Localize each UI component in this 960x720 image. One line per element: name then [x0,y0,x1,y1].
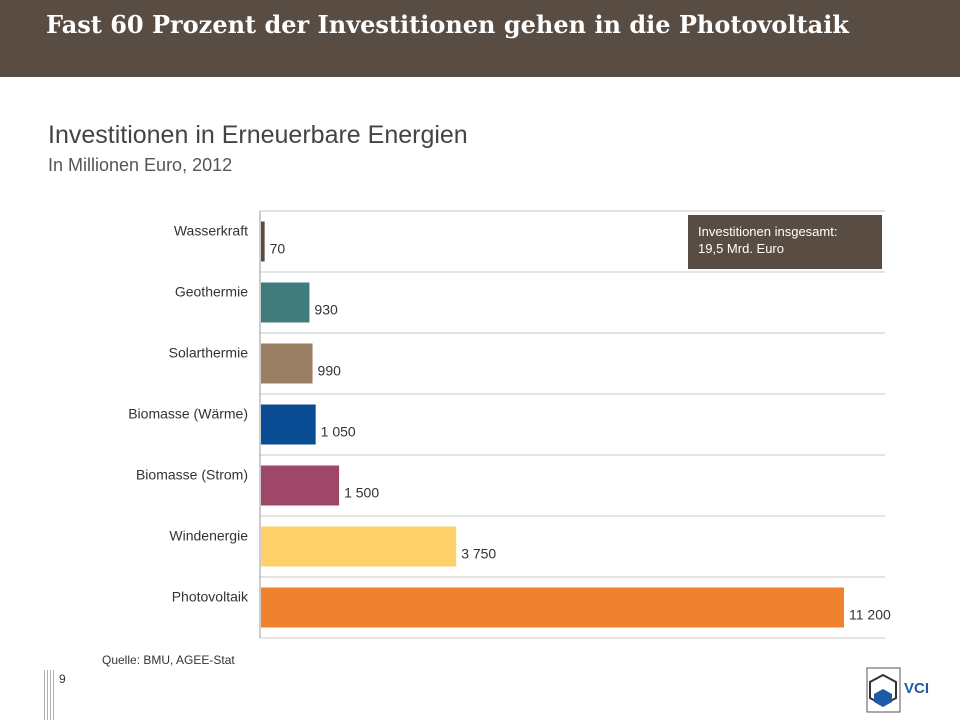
value-label: 1 050 [321,424,356,440]
logo-cube [874,689,892,707]
category-label: Solarthermie [169,345,249,361]
page-marker-stripes [44,670,56,720]
chart-title: Investitionen in Erneuerbare Energien [48,121,468,149]
value-label: 11 200 [849,607,891,623]
bar-3 [261,343,313,384]
category-label: Biomasse (Strom) [136,467,248,483]
source-note: Quelle: BMU, AGEE-Stat [102,653,235,667]
vci-logo: VCI [866,667,929,713]
note-line-2: 19,5 Mrd. Euro [698,241,784,256]
value-label: 930 [314,302,338,318]
value-label: 990 [318,363,342,379]
bar-6 [261,526,457,567]
logo-frame [866,667,901,713]
logo-text: VCI [904,680,929,697]
bar-5 [261,465,340,506]
bar-2 [261,282,310,323]
category-label: Biomasse (Wärme) [128,406,248,422]
bar-1 [261,221,265,262]
total-investment-note: Investitionen insgesamt: 19,5 Mrd. Euro [688,215,882,269]
header-bar: Fast 60 Prozent der Investitionen gehen … [0,0,960,77]
value-label: 1 500 [344,485,379,501]
category-label: Wasserkraft [174,223,248,239]
bar-7 [261,587,844,628]
page-number: 9 [59,672,66,686]
slide-title: Fast 60 Prozent der Investitionen gehen … [46,10,849,39]
category-label: Photovoltaik [172,589,249,605]
note-line-1: Investitionen insgesamt: [698,224,838,239]
bar-4 [261,404,316,445]
chart-subtitle: In Millionen Euro, 2012 [48,155,233,175]
category-label: Windenergie [169,528,248,544]
value-label: 3 750 [461,546,496,562]
category-label: Geothermie [175,284,248,300]
value-label: 70 [270,241,286,257]
